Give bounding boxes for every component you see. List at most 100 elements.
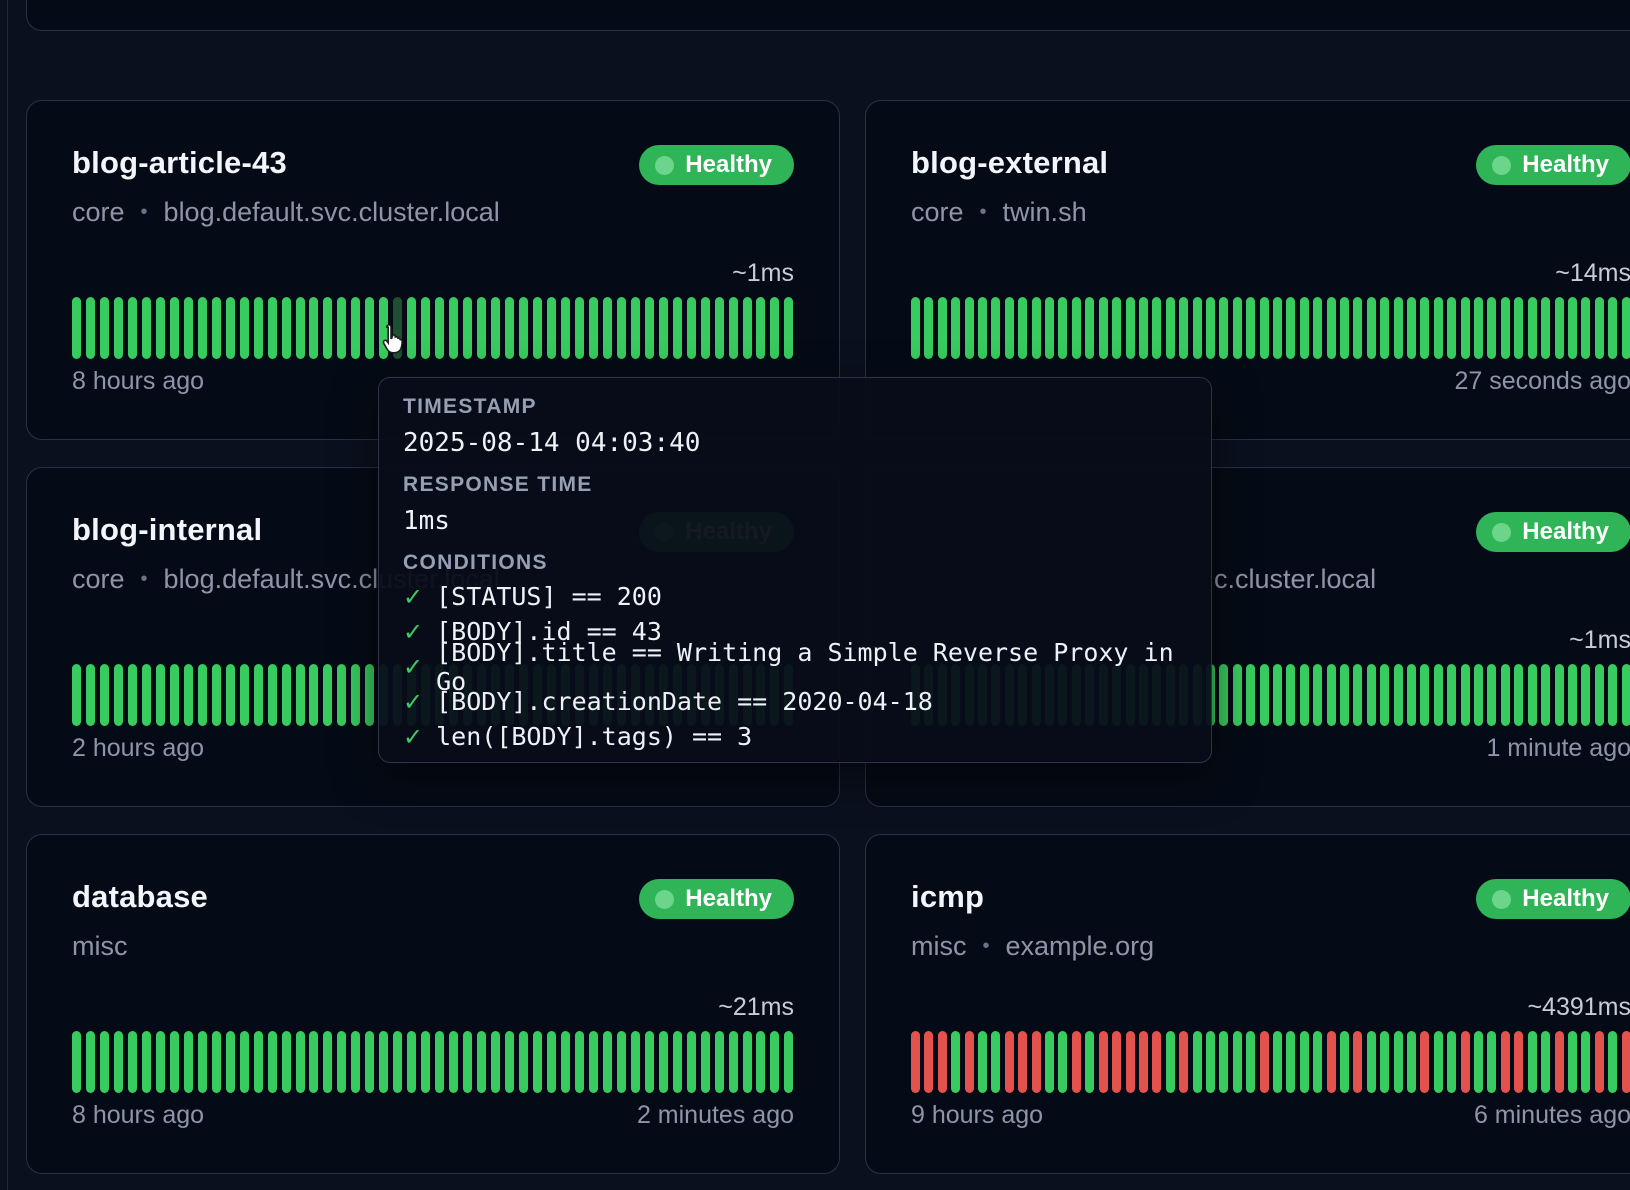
uptime-bar[interactable] [1500,297,1510,359]
endpoint-card[interactable]: database misc Healthy ~21ms 8 hours ago … [26,834,840,1174]
uptime-bar[interactable] [1112,297,1122,359]
uptime-bar[interactable] [1554,1031,1564,1093]
uptime-bar[interactable] [1125,297,1135,359]
uptime-bar[interactable] [449,1031,459,1093]
uptime-bar[interactable] [1554,664,1564,726]
uptime-bar[interactable] [978,1031,988,1093]
uptime-bar[interactable] [1340,1031,1349,1093]
uptime-bar[interactable] [1259,1031,1269,1093]
uptime-bars[interactable] [911,297,1630,359]
uptime-bar[interactable] [1594,664,1604,726]
uptime-bar[interactable] [951,297,961,359]
uptime-bar[interactable] [1527,664,1537,726]
uptime-bar[interactable] [85,1031,95,1093]
uptime-bar[interactable] [1179,297,1189,359]
uptime-bar[interactable] [924,297,934,359]
uptime-bar[interactable] [141,1031,151,1093]
uptime-bar[interactable] [85,297,95,359]
uptime-bar[interactable] [309,664,319,726]
uptime-bar[interactable] [1259,664,1269,726]
uptime-bar[interactable] [449,297,459,359]
uptime-bar[interactable] [714,1031,724,1093]
uptime-bar[interactable] [1138,1031,1148,1093]
uptime-bar[interactable] [784,297,794,359]
uptime-bar[interactable] [183,297,193,359]
uptime-bar[interactable] [127,1031,137,1093]
uptime-bar[interactable] [1018,297,1028,359]
uptime-bar[interactable] [1514,664,1524,726]
uptime-bar[interactable] [1004,1031,1014,1093]
uptime-bar[interactable] [1621,1031,1630,1093]
uptime-bar[interactable] [1487,1031,1497,1093]
uptime-bar[interactable] [463,1031,473,1093]
uptime-bar[interactable] [978,297,988,359]
uptime-bar[interactable] [937,1031,947,1093]
uptime-bar[interactable] [295,1031,305,1093]
uptime-bar[interactable] [1608,1031,1618,1093]
uptime-bar[interactable] [1500,1031,1510,1093]
uptime-bar[interactable] [1232,297,1242,359]
uptime-bar[interactable] [1447,664,1457,726]
uptime-bar[interactable] [937,297,947,359]
uptime-bar[interactable] [1340,297,1349,359]
uptime-bar[interactable] [435,297,445,359]
uptime-bar[interactable] [1474,297,1484,359]
uptime-bar[interactable] [141,664,151,726]
uptime-bar[interactable] [1380,664,1390,726]
uptime-bar[interactable] [1179,1031,1189,1093]
uptime-bar[interactable] [924,1031,934,1093]
uptime-bar[interactable] [1340,664,1349,726]
uptime-bar[interactable] [323,1031,333,1093]
uptime-bar[interactable] [113,1031,123,1093]
uptime-bar[interactable] [267,1031,277,1093]
uptime-bar[interactable] [1299,297,1309,359]
uptime-bar[interactable] [72,1031,81,1093]
uptime-bar[interactable] [700,297,710,359]
uptime-bar[interactable] [1098,297,1108,359]
uptime-bar[interactable] [351,297,361,359]
uptime-bar[interactable] [267,664,277,726]
uptime-bar[interactable] [1045,297,1055,359]
uptime-bar[interactable] [1608,297,1618,359]
uptime-bar[interactable] [700,1031,710,1093]
uptime-bar[interactable] [155,297,165,359]
uptime-bar[interactable] [1286,297,1296,359]
uptime-bar[interactable] [1407,664,1417,726]
uptime-bar[interactable] [183,664,193,726]
uptime-bar[interactable] [155,664,165,726]
uptime-bar[interactable] [323,664,333,726]
uptime-bar[interactable] [253,664,263,726]
uptime-bar[interactable] [1487,297,1497,359]
uptime-bar[interactable] [1058,1031,1068,1093]
uptime-bar[interactable] [267,297,277,359]
uptime-bar[interactable] [169,297,179,359]
endpoint-card[interactable]: blog-article-43 core • blog.default.svc.… [26,100,840,440]
uptime-bar[interactable] [756,297,766,359]
uptime-bar[interactable] [1407,1031,1417,1093]
uptime-bar[interactable] [1447,297,1457,359]
uptime-bar[interactable] [435,1031,445,1093]
uptime-bar[interactable] [1527,1031,1537,1093]
uptime-bar[interactable] [393,1031,403,1093]
uptime-bar[interactable] [1393,664,1403,726]
uptime-bar[interactable] [491,1031,501,1093]
uptime-bar[interactable] [281,297,291,359]
uptime-bar[interactable] [1581,1031,1591,1093]
uptime-bar[interactable] [1031,297,1041,359]
uptime-bar[interactable] [1460,1031,1470,1093]
uptime-bar[interactable] [991,297,1001,359]
uptime-bar[interactable] [964,297,974,359]
uptime-bar[interactable] [1380,1031,1390,1093]
uptime-bar[interactable] [742,297,752,359]
uptime-bar[interactable] [1192,297,1202,359]
uptime-bar[interactable] [1608,664,1618,726]
uptime-bar[interactable] [1232,1031,1242,1093]
uptime-bar[interactable] [728,1031,738,1093]
uptime-bar[interactable] [1246,664,1256,726]
uptime-bar[interactable] [1272,297,1282,359]
uptime-bar[interactable] [1407,297,1417,359]
uptime-bar[interactable] [225,664,235,726]
uptime-bar[interactable] [197,297,207,359]
uptime-bars[interactable] [72,1031,794,1093]
uptime-bar[interactable] [1165,297,1175,359]
